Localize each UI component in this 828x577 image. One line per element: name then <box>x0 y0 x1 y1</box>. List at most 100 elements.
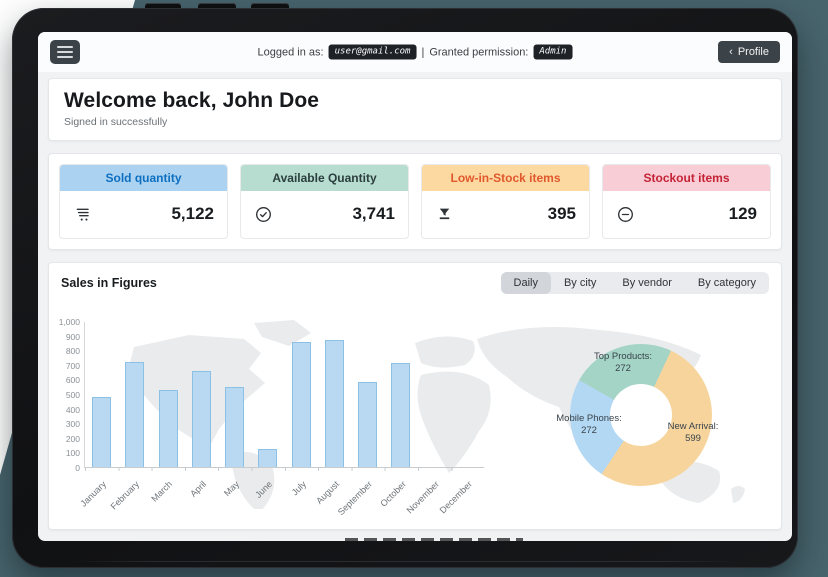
bar-column <box>418 322 451 467</box>
y-axis-tick: 0 <box>75 463 80 473</box>
session-info: Logged in as: user@gmail.com | Granted p… <box>257 44 573 60</box>
stat-available-quantity: Available Quantity 3,741 <box>240 164 409 239</box>
welcome-card: Welcome back, John Doe Signed in success… <box>48 78 782 141</box>
profile-button-label: Profile <box>737 46 769 58</box>
stat-sold-quantity: Sold quantity 5,122 <box>59 164 228 239</box>
stat-body: 129 <box>603 191 770 238</box>
tab-by-vendor[interactable]: By vendor <box>609 272 685 294</box>
stat-value: 395 <box>547 204 576 223</box>
chart-area: 1,000 900 800 700 600 500 400 300 200 100 0 Januar… <box>49 299 781 529</box>
sales-in-figures-card: Sales in Figures Daily By city By vendor… <box>48 262 782 530</box>
chart-view-tabs: Daily By city By vendor By category <box>500 272 769 294</box>
bar-september[interactable] <box>358 382 378 467</box>
bar-april[interactable] <box>191 371 211 467</box>
bar-column <box>351 322 384 467</box>
section-title: Sales in Figures <box>61 276 157 290</box>
x-axis-label: December <box>437 479 475 516</box>
stat-low-in-stock: Low-in-Stock items 395 <box>421 164 590 239</box>
bar-column <box>451 322 484 467</box>
minus-circle-icon <box>616 205 635 224</box>
bar-july[interactable] <box>291 341 311 467</box>
y-axis-tick: 900 <box>65 331 80 342</box>
page-title: Welcome back, John Doe <box>64 89 320 112</box>
stat-header: Available Quantity <box>241 165 408 191</box>
bar-column <box>218 322 251 467</box>
bar-march[interactable] <box>158 390 178 467</box>
stat-stockout: Stockout items 129 <box>602 164 771 239</box>
bar-column <box>384 322 417 467</box>
hamburger-icon <box>57 46 73 48</box>
y-axis-tick: 1,000 <box>58 317 80 327</box>
bar-august[interactable] <box>324 340 344 467</box>
bar-column <box>251 322 284 467</box>
logged-in-label: Logged in as: <box>257 46 324 58</box>
donut-label-name: Top Products: <box>593 351 653 362</box>
bar-column <box>85 322 118 467</box>
signin-status-text: Signed in successfully <box>64 116 168 128</box>
donut-label-value: 272 <box>581 424 597 436</box>
bar-column <box>185 322 218 467</box>
bar-june[interactable] <box>258 448 278 467</box>
stat-body: 3,741 <box>241 191 408 238</box>
funnel-icon <box>435 205 454 224</box>
stat-value: 3,741 <box>352 204 395 223</box>
stat-header: Stockout items <box>603 165 770 191</box>
dashboard-page: Welcome back, John Doe Signed in success… <box>38 72 792 530</box>
stat-body: 395 <box>422 191 589 238</box>
hamburger-icon <box>57 51 73 53</box>
y-axis-tick: 600 <box>65 375 80 386</box>
top-bar: Logged in as: user@gmail.com | Granted p… <box>38 32 792 72</box>
donut-label-value: 272 <box>615 362 631 374</box>
stat-value: 5,122 <box>171 204 214 223</box>
y-axis-tick: 300 <box>65 419 80 430</box>
shopping-cart-icon <box>73 205 92 224</box>
dashboard-screen: Logged in as: user@gmail.com | Granted p… <box>38 32 792 541</box>
tab-by-category[interactable]: By category <box>685 272 769 294</box>
tablet-bottom-edge-detail <box>72 561 738 562</box>
permission-label: Granted permission: <box>429 46 529 58</box>
donut-label-top-products: Top Products: 272 <box>568 351 678 375</box>
y-axis-tick: 400 <box>65 404 80 415</box>
check-circle-icon <box>254 205 273 224</box>
donut-label-mobile-phones: Mobile Phones: 272 <box>534 413 644 437</box>
x-axis-label: October <box>378 479 408 509</box>
x-axis-label: July <box>289 479 308 498</box>
profile-button[interactable]: ‹ Profile <box>718 41 780 63</box>
x-axis-label: June <box>253 479 275 500</box>
tab-by-city[interactable]: By city <box>551 272 609 294</box>
bar-january[interactable] <box>92 397 112 467</box>
x-axis-label: February <box>108 479 142 512</box>
x-axis-label: September <box>336 479 375 518</box>
x-axis-label: May <box>221 479 242 499</box>
stat-header: Low-in-Stock items <box>422 165 589 191</box>
hamburger-icon <box>57 56 73 58</box>
donut-chart[interactable] <box>570 344 712 486</box>
bar-chart-plot <box>84 322 484 471</box>
clipped-footer-text <box>345 538 523 541</box>
donut-label-value: 599 <box>685 432 701 444</box>
stat-header: Sold quantity <box>60 165 227 191</box>
bar-column <box>318 322 351 467</box>
bar-column <box>285 322 318 467</box>
chevron-left-icon: ‹ <box>729 45 733 58</box>
sales-header: Sales in Figures Daily By city By vendor… <box>49 263 781 301</box>
hamburger-menu-button[interactable] <box>50 40 80 64</box>
bar-column <box>152 322 185 467</box>
y-axis-tick: 100 <box>65 448 80 459</box>
tablet-frame: Logged in as: user@gmail.com | Granted p… <box>12 8 798 568</box>
y-axis-tick: 500 <box>65 390 80 400</box>
email-badge: user@gmail.com <box>328 44 417 60</box>
y-axis-tick: 200 <box>65 433 80 444</box>
bar-february[interactable] <box>125 361 145 467</box>
tab-daily[interactable]: Daily <box>500 272 551 294</box>
permission-badge: Admin <box>533 44 573 60</box>
bar-may[interactable] <box>225 386 245 467</box>
stat-value: 129 <box>728 204 757 223</box>
donut-label-name: New Arrival: <box>667 421 719 432</box>
donut-label-name: Mobile Phones: <box>556 413 622 424</box>
y-axis-tick: 700 <box>65 360 80 371</box>
x-axis-label: March <box>149 479 175 504</box>
stat-body: 5,122 <box>60 191 227 238</box>
bar-october[interactable] <box>391 362 411 467</box>
y-axis-tick: 800 <box>65 346 80 357</box>
